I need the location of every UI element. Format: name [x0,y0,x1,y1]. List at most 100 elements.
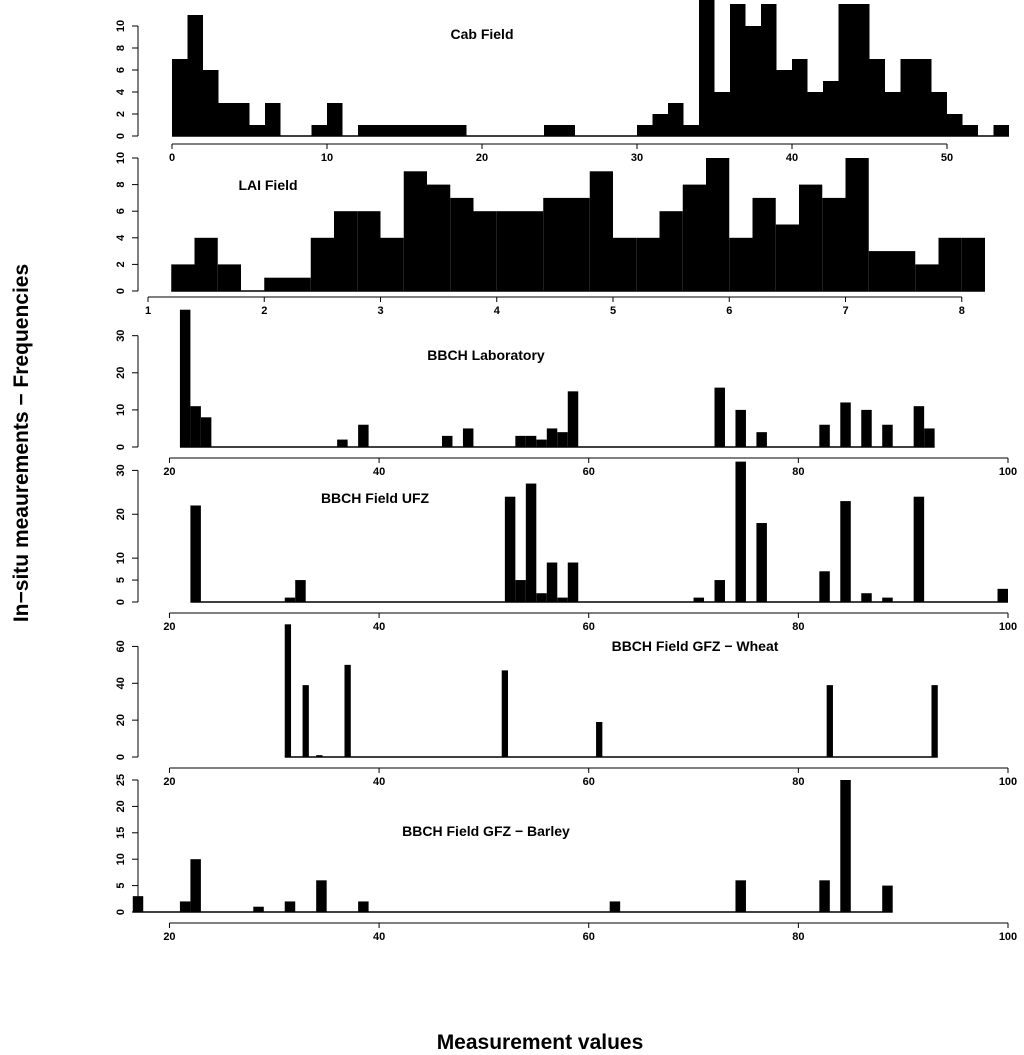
x-tick-label: 2 [261,305,267,317]
panel-title: BBCH Field UFZ [321,490,430,506]
bar [735,461,746,602]
bar [567,562,579,602]
bar [515,435,526,447]
bar [316,880,327,912]
x-tick-label: 20 [163,776,175,788]
x-tick-label: 80 [792,466,804,478]
x-tick-label: 40 [373,776,385,788]
y-tick-label: 6 [115,208,127,214]
x-tick-label: 60 [583,466,595,478]
bar [302,685,309,757]
y-tick-label: 20 [115,714,127,726]
x-tick-label: 100 [999,466,1017,478]
x-tick-label: 40 [373,621,385,633]
bar [190,859,201,912]
bar [962,125,978,136]
bar [427,184,451,291]
bar [358,125,374,136]
bar [504,496,516,602]
bar [913,496,925,602]
bar [179,901,191,912]
panel-title: BBCH Field GFZ − Wheat [612,638,779,654]
bar [915,264,939,291]
x-tick-label: 5 [610,305,616,317]
bar [473,211,497,291]
x-tick-label: 0 [169,152,175,164]
bar [435,125,451,136]
bar [557,597,568,602]
bar [838,4,854,136]
bar [327,103,343,136]
bar [854,4,870,136]
bar [885,92,901,136]
bar [823,81,839,136]
y-tick-label: 60 [115,640,127,652]
y-tick-label: 0 [115,133,127,139]
bar [536,593,547,602]
y-tick-label: 30 [115,330,127,342]
bar [714,580,725,602]
bar [546,428,558,447]
y-tick-label: 5 [115,883,127,889]
bar [938,237,962,291]
y-tick-label: 10 [115,552,127,564]
bar [357,211,381,291]
bar [284,624,292,757]
bar [792,59,808,136]
bar [613,237,637,291]
x-tick-label: 20 [163,931,175,943]
bar [947,114,963,136]
bar [913,406,925,447]
y-tick-label: 40 [115,677,127,689]
bar [882,597,893,602]
panel-5: 0 20 40 60 20 40 60 80 100 BBCH Field GFZ − Wheat [115,624,1017,788]
bar [706,158,730,291]
x-tick-label: 100 [999,776,1017,788]
x-tick-label: 100 [999,621,1017,633]
bar [310,237,334,291]
y-tick-label: 8 [115,182,127,188]
bar [589,171,613,291]
bar [203,70,219,136]
bar [265,103,281,136]
bar [756,523,767,602]
bar [566,197,590,291]
bar [217,264,241,291]
bar [462,428,474,447]
bar [652,114,668,136]
bar [668,103,684,136]
bar [496,211,520,291]
bar [799,184,823,291]
bar [190,505,201,602]
x-tick-label: 80 [792,776,804,788]
x-tick-label: 7 [842,305,848,317]
bar [234,103,250,136]
y-tick-label: 25 [115,774,127,786]
bar [840,402,851,447]
bar [807,92,823,136]
panel-title: BBCH Field GFZ − Barley [402,823,570,839]
bar [729,237,753,291]
y-tick-label: 20 [115,508,127,520]
bar [892,251,916,291]
bar [344,664,351,757]
x-tick-label: 60 [583,621,595,633]
bar [172,59,188,136]
x-tick-label: 40 [373,466,385,478]
y-tick-label: 0 [115,754,127,760]
x-tick-label: 50 [941,152,953,164]
x-tick-label: 20 [163,621,175,633]
bar [596,721,603,757]
bar [284,901,296,912]
bar [284,597,296,602]
bar [993,125,1009,136]
global-y-axis-label-text: In−situ meaurements − Frequencies [10,263,33,623]
bar [735,409,746,447]
bar [403,171,427,291]
bar [544,125,560,136]
bar [819,424,830,447]
bar [756,432,767,447]
y-tick-label: 2 [115,111,127,117]
